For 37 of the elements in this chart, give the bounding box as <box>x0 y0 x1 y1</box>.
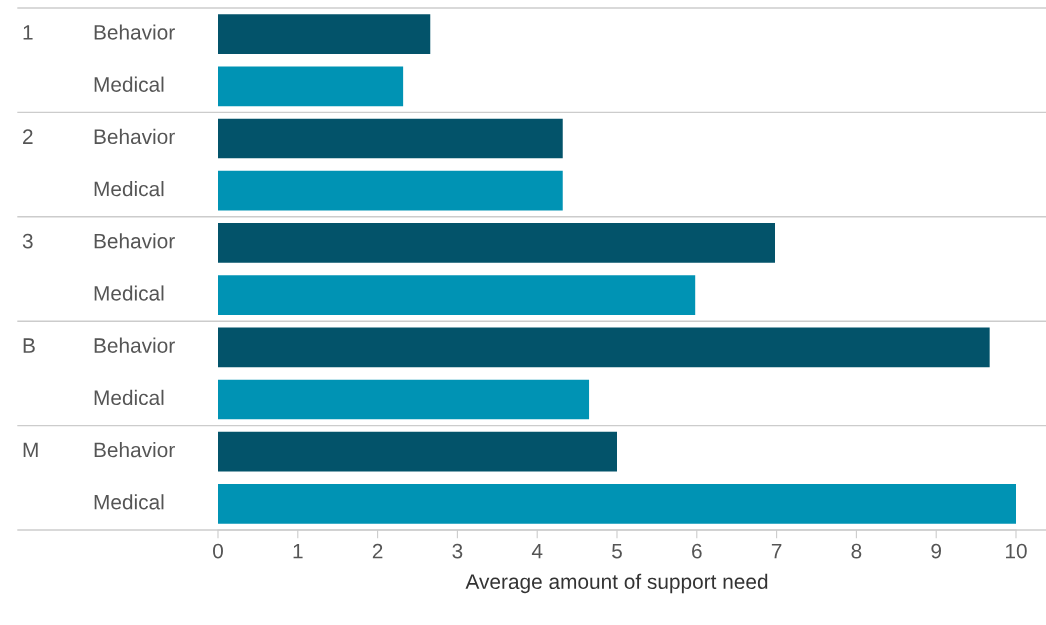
bar <box>218 223 775 263</box>
bar <box>218 327 990 368</box>
y-tick-label: 3 <box>22 233 33 249</box>
text: Medical <box>94 285 164 301</box>
bar <box>218 170 563 211</box>
text: Behavior <box>94 441 175 458</box>
y-tick-label: 2 <box>23 129 33 144</box>
x-tick-label: 7 <box>771 543 782 559</box>
x-tick-label: 1 <box>293 543 303 559</box>
x-tick-label: 10 <box>1006 543 1027 559</box>
x-axis-title: Average amount of support need <box>465 573 768 594</box>
x-tick-label: 6 <box>692 543 702 559</box>
text: Behavior <box>94 128 175 145</box>
text: Medical <box>94 494 164 510</box>
text: Behavior <box>94 337 175 353</box>
x-tick-label: 9 <box>931 543 942 559</box>
y-tick-label: M <box>23 442 38 458</box>
x-tick-label: 4 <box>531 543 543 559</box>
bar <box>218 118 563 159</box>
bar <box>218 431 617 472</box>
text: Medical <box>94 76 164 92</box>
x-tick-label: 3 <box>452 543 463 559</box>
x-tick-label: 8 <box>851 543 862 559</box>
text: Medical <box>94 389 164 406</box>
bar <box>218 484 1016 524</box>
x-tick-label: 0 <box>213 543 223 559</box>
bar <box>218 379 590 420</box>
y-tick-label: 1 <box>23 25 33 40</box>
bar <box>218 14 431 54</box>
text: Behavior <box>94 233 175 249</box>
x-tick-label: 5 <box>612 543 622 559</box>
bar <box>218 66 404 107</box>
text: Behavior <box>94 24 175 40</box>
text: Medical <box>94 180 164 197</box>
bar <box>218 275 696 315</box>
x-tick-label: 2 <box>372 543 383 559</box>
y-tick-label: B <box>23 338 35 353</box>
